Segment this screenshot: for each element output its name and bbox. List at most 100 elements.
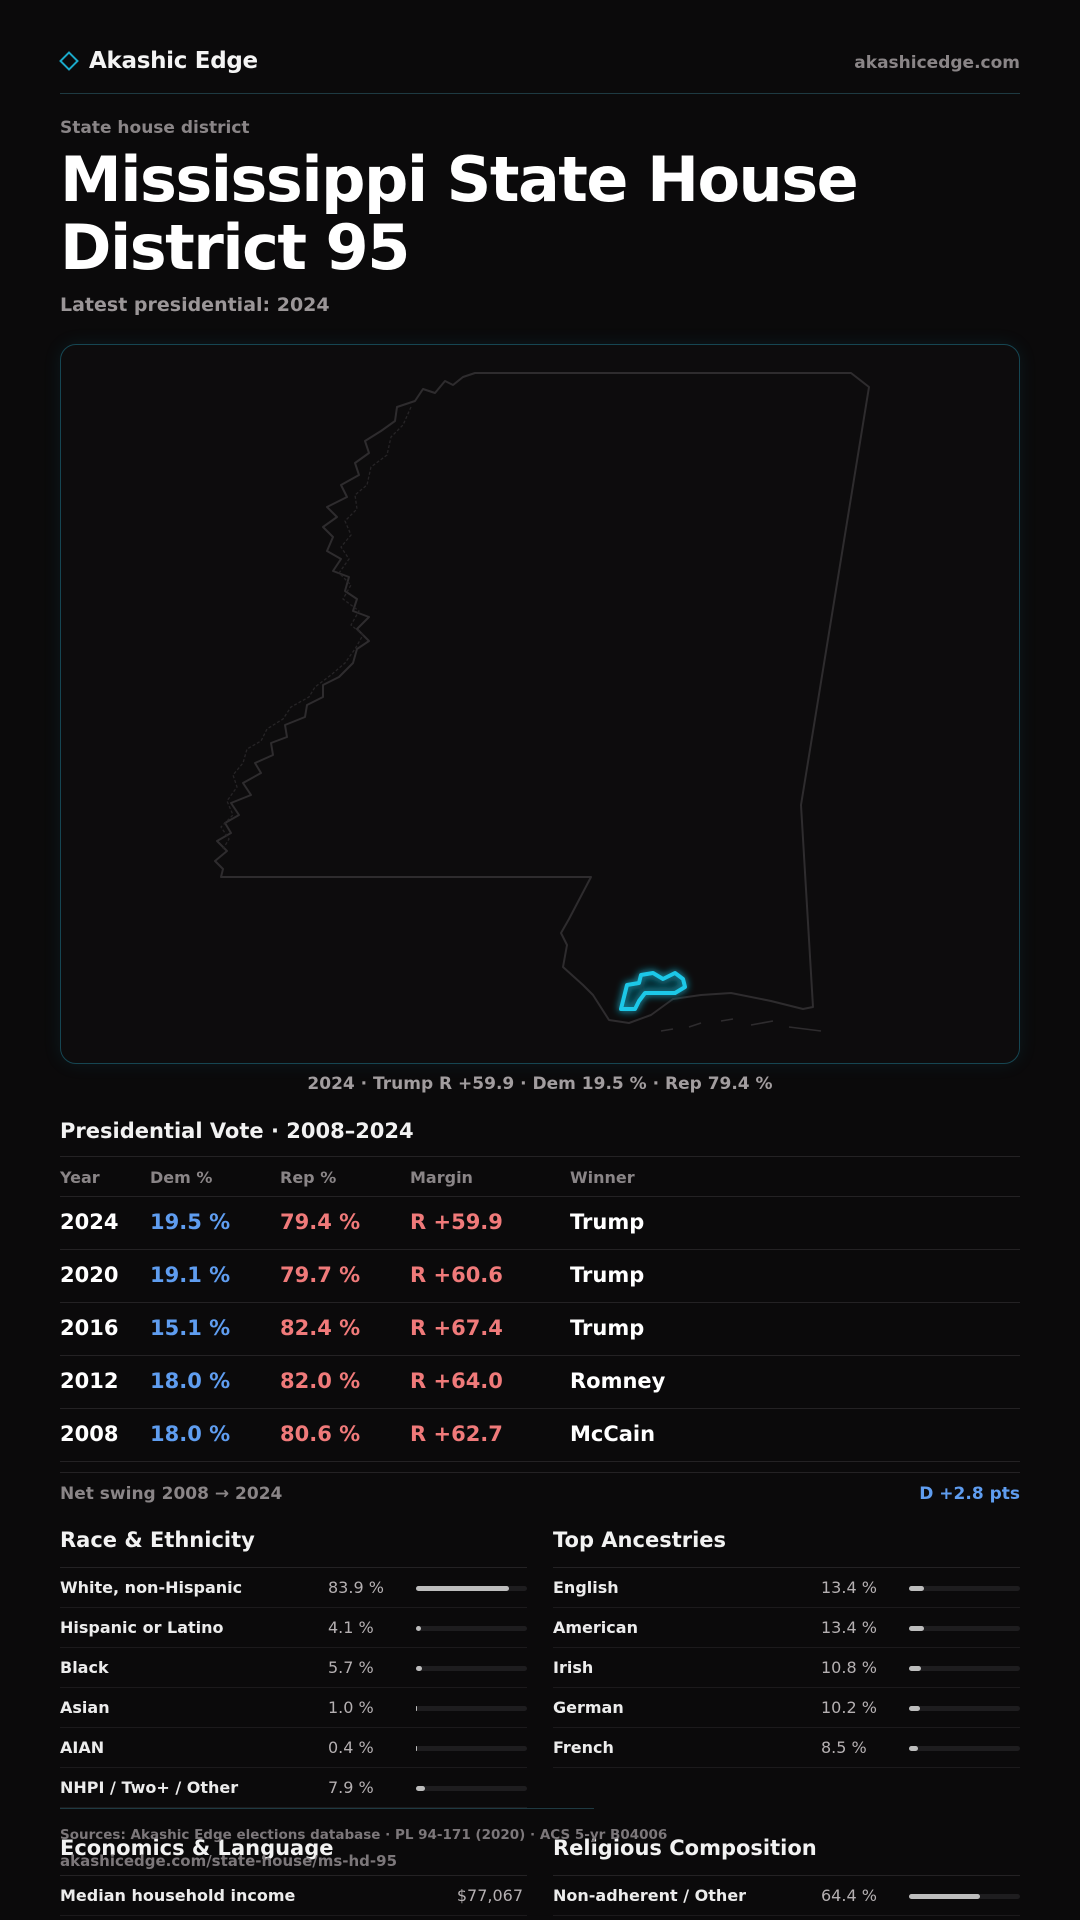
- race-value: 7.9 %: [328, 1778, 374, 1797]
- ancestry-label: English: [553, 1578, 619, 1597]
- economics-value: $77,067: [456, 1886, 523, 1905]
- race-row: Black 5.7 %: [60, 1648, 527, 1688]
- race-row: NHPI / Two+ / Other 7.9 %: [60, 1768, 527, 1808]
- winner-cell: Trump: [570, 1263, 645, 1287]
- column-header-year: Year: [60, 1168, 100, 1187]
- winner-cell: McCain: [570, 1422, 656, 1446]
- race-row: AIAN 0.4 %: [60, 1728, 527, 1768]
- ancestry-label: French: [553, 1738, 614, 1757]
- footer-url-link[interactable]: akashicedge.com/state-house/ms-hd-95: [60, 1852, 398, 1870]
- race-value: 1.0 %: [328, 1698, 374, 1717]
- ancestry-bar: [909, 1666, 1020, 1671]
- rep-cell: 79.7 %: [280, 1263, 361, 1287]
- race-title: Race & Ethnicity: [60, 1528, 527, 1568]
- coast-islands: [660, 1018, 822, 1032]
- ancestry-row: English 13.4 %: [553, 1568, 1020, 1608]
- page-eyebrow: State house district: [60, 118, 250, 138]
- race-bar: [416, 1786, 527, 1791]
- race-label: White, non-Hispanic: [60, 1578, 243, 1597]
- race-bar-fill: [416, 1666, 423, 1671]
- race-label: NHPI / Two+ / Other: [60, 1778, 239, 1797]
- ancestry-value: 13.4 %: [821, 1618, 877, 1637]
- column-header-rep: Rep %: [280, 1168, 337, 1187]
- ancestry-row: American 13.4 %: [553, 1608, 1020, 1648]
- economics-section: Economics & Language Median household in…: [60, 1836, 527, 1916]
- table-row: 2016 15.1 % 82.4 % R +67.4 Trump: [60, 1303, 1020, 1356]
- religion-title: Religious Composition: [553, 1836, 1020, 1876]
- race-value: 83.9 %: [328, 1578, 384, 1597]
- race-bar: [416, 1706, 527, 1711]
- ancestry-label: German: [553, 1698, 624, 1717]
- ancestry-title: Top Ancestries: [553, 1528, 1020, 1568]
- dem-cell: 18.0 %: [150, 1369, 231, 1393]
- year-cell: 2012: [60, 1369, 119, 1393]
- margin-cell: R +67.4: [410, 1316, 503, 1340]
- race-label: AIAN: [60, 1738, 105, 1757]
- site-url-link[interactable]: akashicedge.com: [854, 53, 1020, 73]
- religion-bar: [909, 1894, 1020, 1899]
- religion-section: Religious Composition Non-adherent / Oth…: [553, 1836, 1020, 1916]
- site-header: Akashic Edge akashicedge.com: [59, 48, 1020, 94]
- religion-value: 64.4 %: [821, 1886, 877, 1905]
- page-subtitle: Latest presidential: 2024: [60, 294, 330, 316]
- race-bar: [416, 1626, 527, 1631]
- map-caption: 2024 · Trump R +59.9 · Dem 19.5 % · Rep …: [307, 1074, 773, 1094]
- race-bar-fill: [416, 1786, 425, 1791]
- economics-title: Economics & Language: [60, 1836, 527, 1876]
- ancestry-bar-fill: [909, 1586, 924, 1591]
- river-texture: [220, 406, 412, 850]
- dem-cell: 15.1 %: [150, 1316, 231, 1340]
- rep-cell: 80.6 %: [280, 1422, 361, 1446]
- year-cell: 2016: [60, 1316, 119, 1340]
- margin-cell: R +62.7: [410, 1422, 503, 1446]
- race-row: White, non-Hispanic 83.9 %: [60, 1568, 527, 1608]
- ancestry-row: German 10.2 %: [553, 1688, 1020, 1728]
- winner-cell: Trump: [570, 1210, 645, 1234]
- table-header: Year Dem % Rep % Margin Winner: [60, 1156, 1020, 1197]
- swing-label: Net swing 2008 → 2024: [60, 1484, 283, 1504]
- diamond-logo-icon: [59, 51, 79, 71]
- ancestry-value: 13.4 %: [821, 1578, 877, 1597]
- map-svg: [214, 372, 870, 1032]
- swing-value: D +2.8 pts: [919, 1484, 1020, 1504]
- year-cell: 2024: [60, 1210, 119, 1234]
- religion-bar-fill: [909, 1894, 981, 1899]
- rep-cell: 82.0 %: [280, 1369, 361, 1393]
- race-value: 0.4 %: [328, 1738, 374, 1757]
- race-bar: [416, 1666, 527, 1671]
- rep-cell: 82.4 %: [280, 1316, 361, 1340]
- race-label: Black: [60, 1658, 109, 1677]
- table-row: 2012 18.0 % 82.0 % R +64.0 Romney: [60, 1356, 1020, 1409]
- table-row: 2020 19.1 % 79.7 % R +60.6 Trump: [60, 1250, 1020, 1303]
- state-outline: [214, 372, 870, 1024]
- ancestry-label: American: [553, 1618, 638, 1637]
- year-cell: 2008: [60, 1422, 119, 1446]
- rep-cell: 79.4 %: [280, 1210, 361, 1234]
- table-row: 2008 18.0 % 80.6 % R +62.7 McCain: [60, 1409, 1020, 1462]
- brand[interactable]: Akashic Edge: [59, 48, 258, 74]
- ancestry-label: Irish: [553, 1658, 594, 1677]
- ancestry-row: French 8.5 %: [553, 1728, 1020, 1768]
- race-bar-fill: [416, 1746, 418, 1751]
- race-ethnicity-section: Race & Ethnicity White, non-Hispanic 83.…: [60, 1528, 527, 1808]
- race-bar-fill: [416, 1626, 421, 1631]
- column-header-winner: Winner: [570, 1168, 635, 1187]
- ancestry-bar-fill: [909, 1666, 921, 1671]
- ancestry-bar: [909, 1746, 1020, 1751]
- margin-cell: R +64.0: [410, 1369, 503, 1393]
- ancestry-bar-fill: [909, 1706, 921, 1711]
- ancestry-bar: [909, 1626, 1020, 1631]
- race-bar-fill: [416, 1706, 418, 1711]
- race-bar: [416, 1586, 527, 1591]
- year-cell: 2020: [60, 1263, 119, 1287]
- ancestry-bar-fill: [909, 1626, 924, 1631]
- district-highlight[interactable]: [619, 971, 687, 1011]
- ancestry-bar-fill: [909, 1746, 919, 1751]
- race-row: Asian 1.0 %: [60, 1688, 527, 1728]
- brand-name[interactable]: Akashic Edge: [89, 48, 258, 74]
- winner-cell: Romney: [570, 1369, 666, 1393]
- column-header-dem: Dem %: [150, 1168, 213, 1187]
- net-swing: Net swing 2008 → 2024 D +2.8 pts: [60, 1472, 1020, 1516]
- district-map[interactable]: [60, 344, 1020, 1064]
- race-label: Asian: [60, 1698, 110, 1717]
